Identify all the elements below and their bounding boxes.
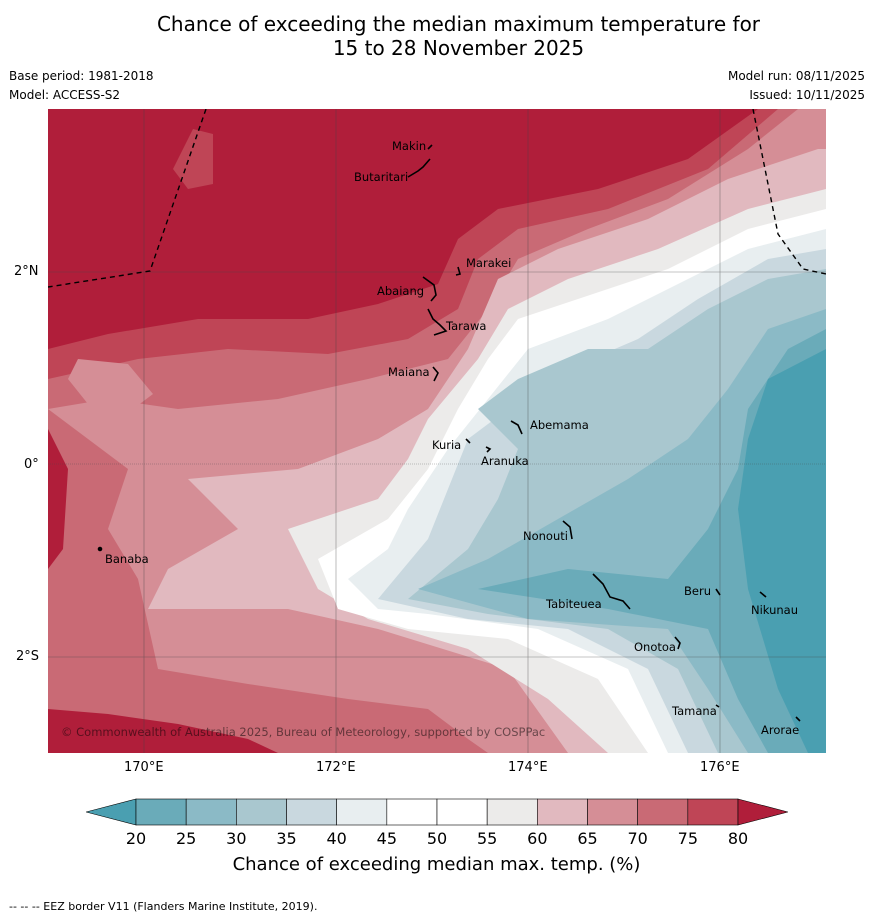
label-abaiang: Abaiang (377, 284, 424, 298)
label-arorae: Arorae (761, 723, 799, 737)
island-kuria (465, 438, 471, 444)
colorbar-cell-40 (336, 798, 388, 826)
label-onotoa: Onotoa (634, 640, 676, 654)
label-abemama: Abemama (530, 418, 589, 432)
colorbar-tick-60: 60 (527, 829, 548, 848)
label-makin: Makin (392, 139, 426, 153)
colorbar-tick-35: 35 (276, 829, 297, 848)
colorbar-tick-40: 40 (326, 829, 347, 848)
band-below-20 (738, 349, 826, 753)
north-patch (173, 129, 213, 189)
label-kuria: Kuria (432, 438, 461, 452)
south-patch (48, 709, 278, 753)
label-tabiteuea: Tabiteuea (545, 597, 602, 611)
eez-west (48, 109, 207, 288)
colorbar-high-arrow (737, 798, 788, 826)
label-banaba: Banaba (105, 552, 149, 566)
island-banaba (97, 546, 103, 552)
island-arorae (795, 716, 801, 722)
label-nonouti: Nonouti (523, 529, 568, 543)
band-20 (478, 329, 826, 753)
label-beru: Beru (684, 584, 711, 598)
lon-tick-172: 172°E (316, 760, 356, 775)
colorbar-cell-55 (486, 798, 538, 826)
lon-tick-176: 176°E (700, 760, 740, 775)
colorbar-label: Chance of exceeding median max. temp. (%… (232, 854, 641, 875)
colorbar-cell-20 (135, 798, 187, 826)
probability-map: Makin Butaritari Marakei Abaiang Tarawa … (48, 109, 826, 753)
label-nikunau: Nikunau (751, 603, 798, 617)
islands (97, 144, 801, 722)
colorbar-cell-70 (637, 798, 689, 826)
label-tarawa: Tarawa (445, 319, 486, 333)
colorbar-cell-75 (687, 798, 739, 826)
lat-tick-2s: 2°S (16, 649, 40, 664)
colorbar-ticks: 20 25 30 35 40 45 50 55 60 65 70 75 80 (126, 829, 748, 851)
colorbar-tick-25: 25 (175, 829, 197, 848)
west-patch (68, 359, 153, 409)
colorbar-tick-20: 20 (125, 829, 147, 848)
colorbar-cell-25 (185, 798, 237, 826)
island-marakei (455, 266, 461, 276)
island-maiana (432, 366, 439, 382)
island-abaiang (422, 276, 437, 302)
chart-title-line2: 15 to 28 November 2025 (332, 36, 585, 60)
colorbar-tick-80: 80 (727, 829, 749, 848)
island-aranuka (485, 446, 492, 453)
eez-footnote: -- -- -- EEZ border V11 (Flanders Marine… (9, 900, 318, 913)
lon-tick-170: 170°E (124, 760, 164, 775)
island-makin (427, 144, 433, 150)
island-onotoa (674, 636, 681, 650)
eez-east (752, 109, 826, 275)
island-beru (715, 588, 721, 596)
colorbar (86, 798, 788, 826)
graticule (48, 109, 826, 753)
island-abemama (510, 420, 523, 435)
island-tarawa (427, 308, 448, 336)
colorbar-cell-30 (236, 798, 287, 826)
contour-fill (48, 109, 826, 753)
lon-tick-174: 174°E (508, 760, 548, 775)
colorbar-cells (135, 798, 739, 826)
base-period: Base period: 1981-2018 (9, 69, 154, 83)
label-aranuka: Aranuka (481, 454, 529, 468)
label-tamana: Tamana (671, 704, 717, 718)
island-butaritari (407, 158, 431, 178)
colorbar-tick-55: 55 (476, 829, 498, 848)
colorbar-cell-60 (537, 798, 588, 826)
lat-tick-0: 0° (24, 457, 39, 472)
colorbar-tick-45: 45 (376, 829, 397, 848)
copyright-notice: © Commonwealth of Australia 2025, Bureau… (61, 725, 545, 739)
lat-tick-2n: 2°N (14, 264, 39, 279)
chart-title-line1: Chance of exceeding the median maximum t… (156, 12, 761, 36)
colorbar-cell-35 (286, 798, 337, 826)
colorbar-tick-65: 65 (577, 829, 598, 848)
island-nikunau (759, 591, 767, 598)
model-run-date: Model run: 08/11/2025 (727, 69, 865, 83)
model-name: Model: ACCESS-S2 (9, 88, 121, 102)
label-butaritari: Butaritari (354, 170, 408, 184)
colorbar-cell-45 (386, 798, 438, 826)
label-maiana: Maiana (388, 365, 430, 379)
colorbar-tick-70: 70 (627, 829, 648, 848)
island-nonouti (562, 520, 573, 540)
colorbar-tick-50: 50 (426, 829, 448, 848)
place-labels: Makin Butaritari Marakei Abaiang Tarawa … (105, 139, 799, 737)
island-tabiteuea (592, 573, 631, 610)
eez-border (48, 109, 826, 288)
colorbar-low-arrow (86, 798, 137, 826)
colorbar-tick-30: 30 (226, 829, 247, 848)
colorbar-tick-75: 75 (677, 829, 698, 848)
issued-date: Issued: 10/11/2025 (749, 88, 865, 102)
label-marakei: Marakei (466, 256, 511, 270)
colorbar-cell-50 (436, 798, 488, 826)
colorbar-cell-65 (587, 798, 638, 826)
island-tamana (715, 704, 720, 708)
